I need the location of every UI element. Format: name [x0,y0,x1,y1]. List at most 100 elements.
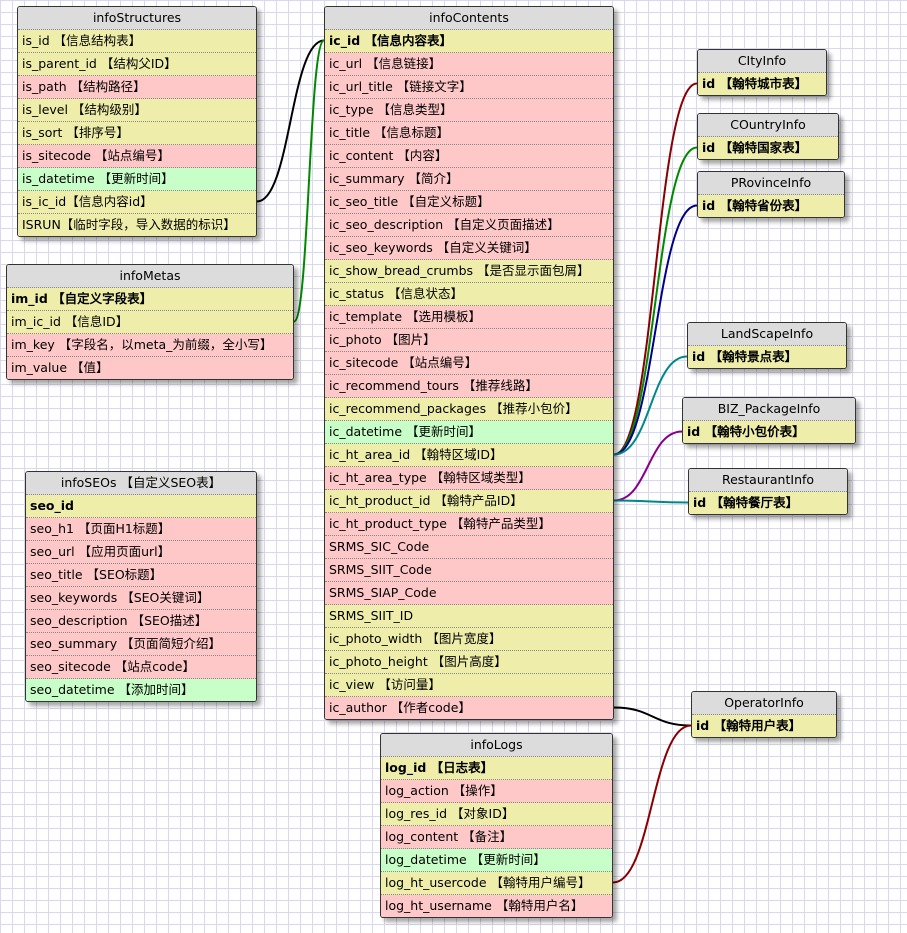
field-row[interactable]: is_parent_id 【结构父ID】 [18,53,256,76]
table-title: COuntryInfo [698,114,838,137]
field-row[interactable]: ic_show_bread_crumbs 【是否显示面包屑】 [325,260,613,283]
field-row[interactable]: SRMS_SIIT_ID [325,605,613,628]
field-row[interactable]: ic_photo_height 【图片高度】 [325,651,613,674]
relation-line [613,204,698,456]
field-row[interactable]: ic_seo_title 【自定义标题】 [325,191,613,214]
field-row[interactable]: is_ic_id【信息内容id】 [18,191,256,214]
field-row[interactable]: ic_sitecode 【站点编号】 [325,352,613,375]
field-row[interactable]: ic_recommend_packages 【推荐小包价】 [325,398,613,421]
field-row[interactable]: seo_datetime 【添加时间】 [26,679,256,701]
table-RestaurantInfo[interactable]: RestaurantInfo id 【翰特餐厅表】 [688,468,848,515]
table-title: BIZ_PackageInfo [683,398,855,421]
relation-line [613,706,692,727]
field-row[interactable]: ic_ht_product_id 【翰特产品ID】 [325,490,613,513]
field-row[interactable]: id 【翰特城市表】 [698,73,826,95]
field-row[interactable]: seo_h1 【页面H1标题】 [26,518,256,541]
field-row[interactable]: id 【翰特餐厅表】 [689,492,847,514]
field-row[interactable]: ic_photo_width 【图片宽度】 [325,628,613,651]
field-row[interactable]: im_value 【值】 [7,357,293,379]
relation-line [613,430,683,502]
table-title: RestaurantInfo [689,469,847,492]
field-row[interactable]: seo_url 【应用页面url】 [26,541,256,564]
table-title: infoStructures [18,7,256,30]
field-row[interactable]: log_datetime 【更新时间】 [381,849,612,872]
field-row[interactable]: id 【翰特省份表】 [698,195,844,217]
field-row[interactable]: ic_template 【选用模板】 [325,306,613,329]
field-row[interactable]: seo_description 【SEO描述】 [26,610,256,633]
field-row[interactable]: id 【翰特国家表】 [698,137,838,159]
field-row[interactable]: log_id 【日志表】 [381,757,612,780]
field-row[interactable]: ISRUN【临时字段，导入数据的标识】 [18,214,256,236]
field-row[interactable]: log_content 【备注】 [381,826,612,849]
table-title: OperatorInfo [692,692,836,715]
field-row[interactable]: ic_summary 【简介】 [325,168,613,191]
table-title: infoMetas [7,265,293,288]
table-title: PRovinceInfo [698,172,844,195]
field-row[interactable]: log_ht_username 【翰特用户名】 [381,895,612,917]
table-OperatorInfo[interactable]: OperatorInfo id 【翰特用户表】 [691,691,837,738]
field-row[interactable]: is_level 【结构级别】 [18,99,256,122]
table-infoLogs[interactable]: infoLogs log_id 【日志表】 log_action 【操作】 log_r… [380,733,613,918]
field-row[interactable]: ic_status 【信息状态】 [325,283,613,306]
field-row[interactable]: SRMS_SIIT_Code [325,559,613,582]
field-row[interactable]: ic_title 【信息标题】 [325,122,613,145]
field-row[interactable]: ic_seo_keywords 【自定义关键词】 [325,237,613,260]
field-row[interactable]: is_id 【信息结构表】 [18,30,256,53]
table-title: infoLogs [381,734,612,757]
field-row[interactable]: seo_title 【SEO标题】 [26,564,256,587]
field-row[interactable]: id 【翰特小包价表】 [683,421,855,443]
field-row[interactable]: SRMS_SIAP_Code [325,582,613,605]
field-row[interactable]: ic_ht_product_type 【翰特产品类型】 [325,513,613,536]
relation-line [613,146,698,456]
field-row[interactable]: seo_sitecode 【站点code】 [26,656,256,679]
relation-line [293,39,325,323]
field-row[interactable]: ic_url 【信息链接】 [325,53,613,76]
field-row[interactable]: is_sort 【排序号】 [18,122,256,145]
table-title: CItyInfo [698,50,826,73]
field-row[interactable]: im_ic_id 【信息ID】 [7,311,293,334]
field-row[interactable]: log_ht_usercode 【翰特用户编号】 [381,872,612,895]
relation-line [613,499,689,504]
field-row[interactable]: ic_recommend_tours 【推荐线路】 [325,375,613,398]
field-row[interactable]: ic_type 【信息类型】 [325,99,613,122]
field-row[interactable]: im_id 【自定义字段表】 [7,288,293,311]
field-row[interactable]: ic_id 【信息内容表】 [325,30,613,53]
field-row[interactable]: is_sitecode 【站点编号】 [18,145,256,168]
table-infoSEOs[interactable]: infoSEOs 【自定义SEO表】 seo_id seo_h1 【页面H1标题】 s… [25,471,257,702]
field-row[interactable]: seo_summary 【页面简短介绍】 [26,633,256,656]
field-row[interactable]: log_action 【操作】 [381,780,612,803]
field-row[interactable]: seo_id [26,495,256,518]
field-row[interactable]: is_datetime 【更新时间】 [18,168,256,191]
table-PRovinceInfo[interactable]: PRovinceInfo id 【翰特省份表】 [697,171,845,218]
table-BIZ_PackageInfo[interactable]: BIZ_PackageInfo id 【翰特小包价表】 [682,397,856,444]
field-row[interactable]: ic_ht_area_id 【翰特区域ID】 [325,444,613,467]
table-infoStructures[interactable]: infoStructures is_id 【信息结构表】 is_parent_id … [17,6,257,237]
field-row[interactable]: SRMS_SIC_Code [325,536,613,559]
table-infoMetas[interactable]: infoMetas im_id 【自定义字段表】 im_ic_id 【信息ID】 im… [6,264,294,380]
table-infoContents[interactable]: infoContents ic_id 【信息内容表】 ic_url 【信息链接】 ic… [324,6,614,720]
table-title: infoSEOs 【自定义SEO表】 [26,472,256,495]
field-row[interactable]: ic_view 【访问量】 [325,674,613,697]
field-row[interactable]: ic_datetime 【更新时间】 [325,421,613,444]
field-row[interactable]: ic_content 【内容】 [325,145,613,168]
relation-line [612,724,692,884]
field-row[interactable]: log_res_id 【对象ID】 [381,803,612,826]
table-LandScapeInfo[interactable]: LandScapeInfo id 【翰特景点表】 [687,322,847,369]
relation-line [613,355,688,456]
field-row[interactable]: ic_url_title 【链接文字】 [325,76,613,99]
relation-line [613,82,698,456]
field-row[interactable]: id 【翰特景点表】 [688,346,846,368]
field-row[interactable]: id 【翰特用户表】 [692,715,836,737]
field-row[interactable]: im_key 【字段名，以meta_为前缀，全小写】 [7,334,293,357]
table-COuntryInfo[interactable]: COuntryInfo id 【翰特国家表】 [697,113,839,160]
table-CItyInfo[interactable]: CItyInfo id 【翰特城市表】 [697,49,827,96]
relation-line [256,39,325,203]
field-row[interactable]: is_path 【结构路径】 [18,76,256,99]
field-row[interactable]: seo_keywords 【SEO关键词】 [26,587,256,610]
field-row[interactable]: ic_ht_area_type 【翰特区域类型】 [325,467,613,490]
field-row[interactable]: ic_seo_description 【自定义页面描述】 [325,214,613,237]
field-row[interactable]: ic_photo 【图片】 [325,329,613,352]
table-title: LandScapeInfo [688,323,846,346]
field-row[interactable]: ic_author 【作者code】 [325,697,613,719]
